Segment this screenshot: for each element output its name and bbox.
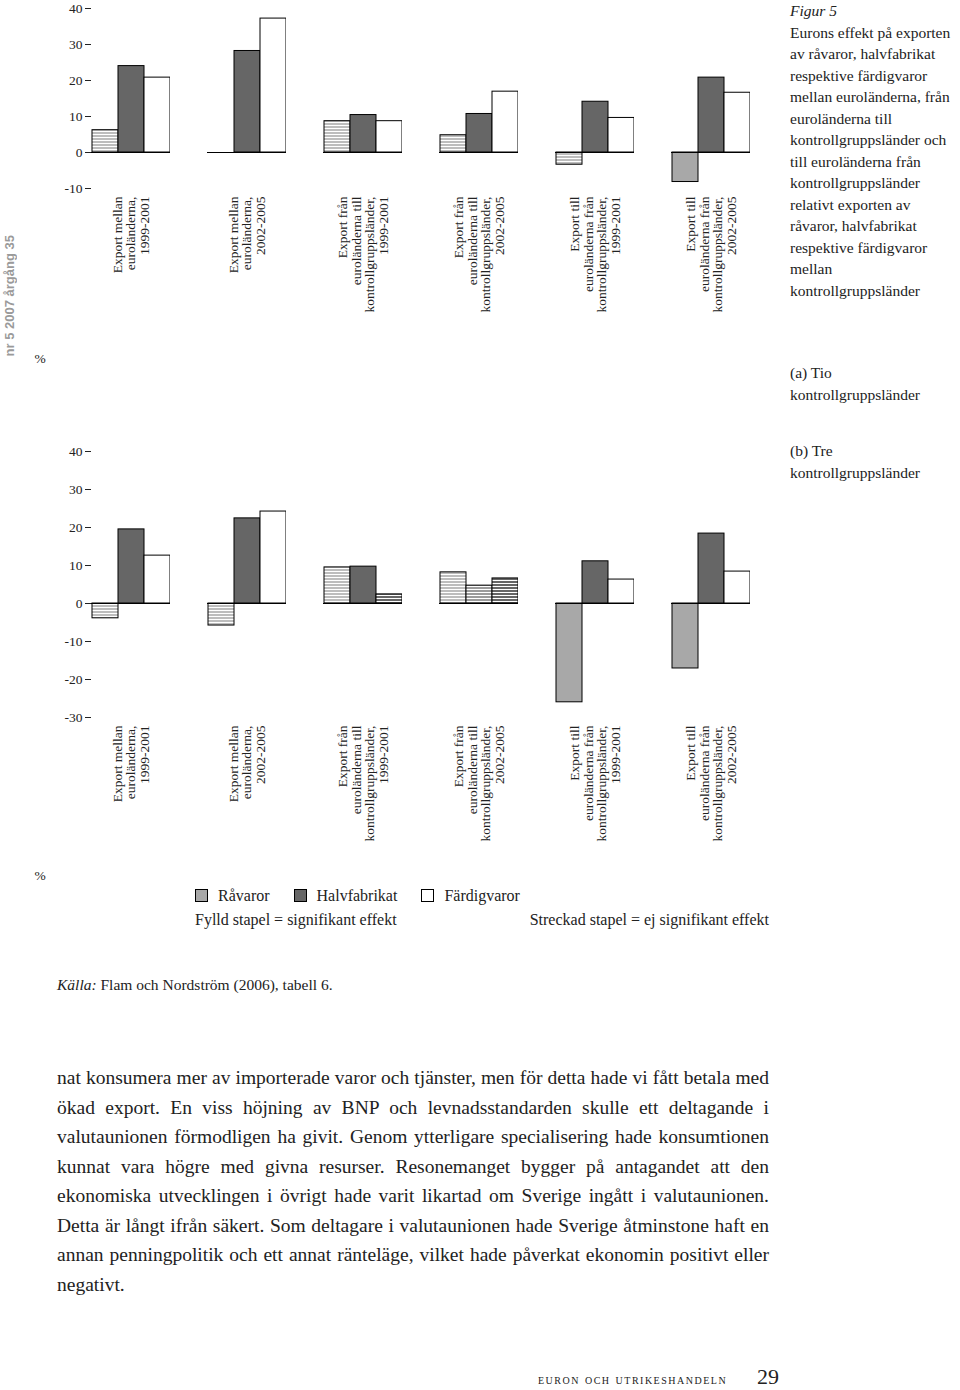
svg-text:Export mellaneuroländerna,1999: Export mellaneuroländerna,1999-2001 xyxy=(110,196,152,273)
svg-text:%: % xyxy=(35,868,46,883)
svg-text:10: 10 xyxy=(69,558,83,573)
html-text:Färdigvaror: Färdigvaror xyxy=(444,887,520,904)
svg-text:0: 0 xyxy=(76,145,83,160)
svg-text:-10: -10 xyxy=(65,634,83,649)
svg-text:Export tilleuroländerna frånko: Export tilleuroländerna frånkontrollgrup… xyxy=(567,725,623,841)
html-text:29: 29 xyxy=(757,1364,780,1389)
svg-text:Export fråneuroländerna tillko: Export fråneuroländerna tillkontrollgrup… xyxy=(451,725,507,841)
svg-text:Export mellaneuroländerna,1999: Export mellaneuroländerna,1999-2001 xyxy=(110,725,152,802)
svg-text:Export fråneuroländerna tillko: Export fråneuroländerna tillkontrollgrup… xyxy=(451,196,507,312)
html-text:Halvfabrikat: Halvfabrikat xyxy=(316,887,398,904)
svg-text:30: 30 xyxy=(69,37,83,52)
svg-text:10: 10 xyxy=(69,109,83,124)
html-text:euron och utrikeshandeln: euron och utrikeshandeln xyxy=(538,1372,728,1387)
svg-text:Export fråneuroländerna tillko: Export fråneuroländerna tillkontrollgrup… xyxy=(335,725,391,841)
svg-text:0: 0 xyxy=(76,596,83,611)
html-text:nr 5 2007 årgång 35: nr 5 2007 årgång 35 xyxy=(2,235,17,357)
svg-text:-10: -10 xyxy=(65,181,83,196)
html-text:Källa: Flam och Nordström (200: Källa: Flam och Nordström (2006), tabell… xyxy=(57,976,333,993)
svg-text:40: 40 xyxy=(69,444,83,459)
html-text:nat konsumera mer av importera: nat konsumera mer av importerade varor o… xyxy=(57,1067,769,1295)
svg-text:Export tilleuroländerna frånko: Export tilleuroländerna frånkontrollgrup… xyxy=(683,725,739,841)
svg-text:Export tilleuroländerna frånko: Export tilleuroländerna frånkontrollgrup… xyxy=(683,196,739,312)
svg-text:-30: -30 xyxy=(65,710,83,725)
svg-text:%: % xyxy=(35,351,46,366)
html-text:Streckad stapel = ej signifika: Streckad stapel = ej signifikant effekt xyxy=(529,911,769,928)
html-text:(a) Tio kontrollgruppsländer: (a) Tio kontrollgruppsländer xyxy=(790,364,920,403)
html-text:Fylld stapel = signifikant eff: Fylld stapel = signifikant effekt xyxy=(195,911,397,928)
svg-text:Export mellaneuroländerna,2002: Export mellaneuroländerna,2002-2005 xyxy=(226,196,268,273)
svg-text:Export mellaneuroländerna,2002: Export mellaneuroländerna,2002-2005 xyxy=(226,725,268,802)
svg-text:20: 20 xyxy=(69,73,83,88)
svg-text:-20: -20 xyxy=(65,672,83,687)
html-text:Eurons effekt på exporten av r: Eurons effekt på exporten av råvaror, ha… xyxy=(790,23,951,299)
html-text:(b) Tre kontrollgruppsländer: (b) Tre kontrollgruppsländer xyxy=(790,442,920,481)
svg-text:20: 20 xyxy=(69,520,83,535)
svg-text:40: 40 xyxy=(69,1,83,16)
svg-text:Export fråneuroländerna tillko: Export fråneuroländerna tillkontrollgrup… xyxy=(335,196,391,312)
svg-text:Export tilleuroländerna frånko: Export tilleuroländerna frånkontrollgrup… xyxy=(567,196,623,312)
html-text:Figur 5: Figur 5 xyxy=(790,2,837,19)
svg-text:30: 30 xyxy=(69,482,83,497)
html-text:Råvaror: Råvaror xyxy=(218,887,270,904)
